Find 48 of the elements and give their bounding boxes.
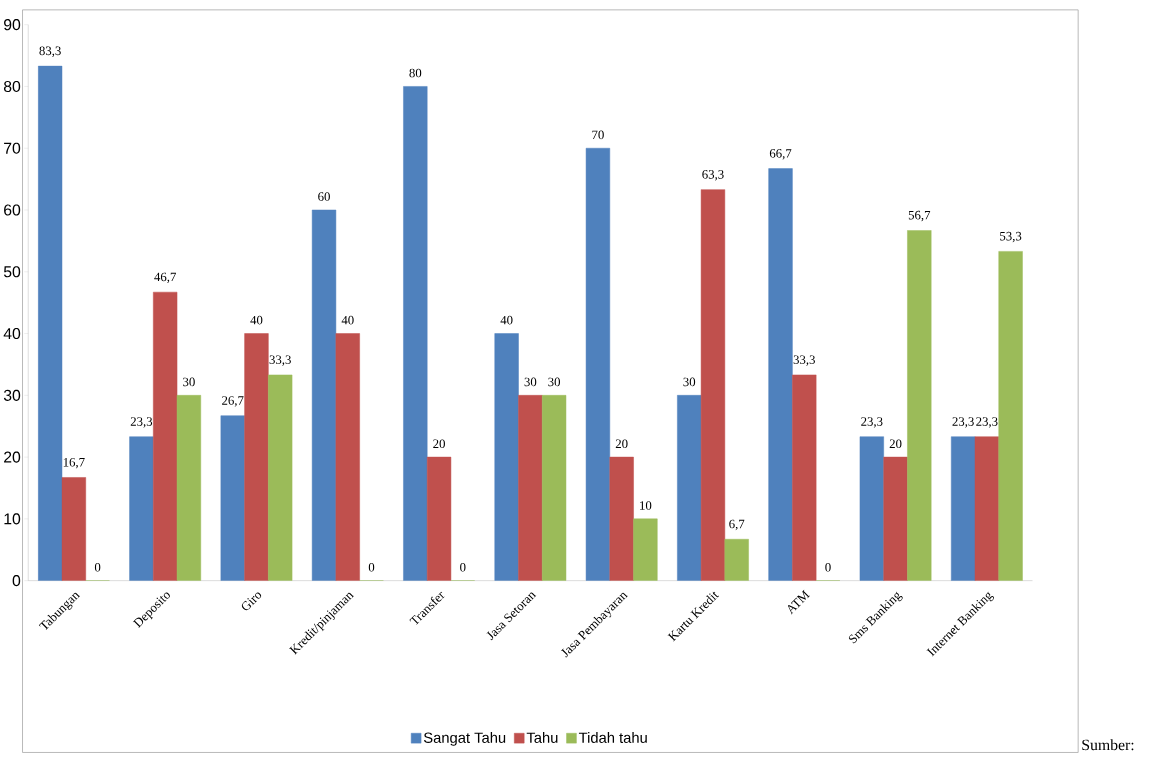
data-label: 40 xyxy=(250,315,263,325)
y-tick-label: 40 xyxy=(3,327,21,339)
legend-label: Sangat Tahu xyxy=(423,731,506,746)
data-label: 6,7 xyxy=(729,519,745,531)
data-label: 0 xyxy=(460,562,466,572)
y-tick-label: 70 xyxy=(4,142,21,154)
data-label: 20 xyxy=(889,439,902,448)
data-label: 46,7 xyxy=(154,272,176,283)
y-tick-label: 0 xyxy=(12,574,21,587)
data-label: 30 xyxy=(683,377,696,387)
legend-label: Tahu xyxy=(526,731,558,743)
data-label: 30 xyxy=(183,377,195,387)
data-label: 80 xyxy=(409,68,422,78)
y-tick-label: 60 xyxy=(4,204,21,216)
data-label: 30 xyxy=(548,377,561,387)
data-label: 53,3 xyxy=(1000,231,1022,243)
y-tick-label: 30 xyxy=(3,389,21,401)
text: Sumber: xyxy=(1082,738,1134,751)
data-label: 0 xyxy=(368,562,375,572)
data-label: 23,3 xyxy=(952,417,974,428)
data-label: 63,3 xyxy=(702,169,724,181)
legend-label: Tidah tahu xyxy=(578,731,647,743)
data-label: 0 xyxy=(94,562,101,572)
x-tick-label: Giro xyxy=(241,592,262,611)
data-label: 33,3 xyxy=(269,355,291,366)
data-label: 56,7 xyxy=(908,210,931,222)
y-tick-label: 10 xyxy=(4,513,21,525)
data-label: 33,3 xyxy=(793,355,815,366)
data-label: 0 xyxy=(825,562,831,572)
data-label: 20 xyxy=(615,439,628,448)
data-label: 70 xyxy=(592,130,604,139)
data-label: 60 xyxy=(318,192,330,201)
data-label: 40 xyxy=(341,315,354,325)
data-label: 26,7 xyxy=(222,396,244,407)
data-label: 16,7 xyxy=(63,457,85,469)
data-label: 83,3 xyxy=(39,46,61,57)
y-tick-label: 90 xyxy=(4,18,21,31)
data-label: 23,3 xyxy=(976,417,998,428)
data-label: 23,3 xyxy=(130,417,153,428)
y-tick-label: 50 xyxy=(3,266,21,278)
y-tick-label: 20 xyxy=(4,451,21,463)
data-label: 20 xyxy=(433,439,445,448)
data-label: 23,3 xyxy=(861,417,883,428)
data-label: 10 xyxy=(640,500,652,510)
data-label: 40 xyxy=(500,315,513,325)
data-label: 30 xyxy=(524,377,537,387)
y-tick-label: 80 xyxy=(3,80,21,92)
data-label: 66,7 xyxy=(769,148,792,160)
